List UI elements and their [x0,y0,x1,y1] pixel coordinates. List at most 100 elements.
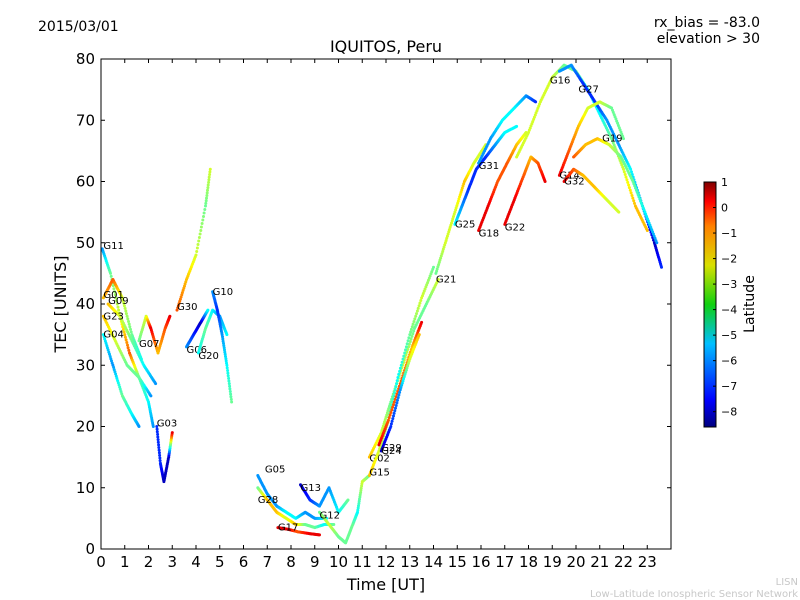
data-point [356,506,360,510]
data-point [403,351,407,355]
satellite-label: G19 [602,134,622,145]
data-point [208,170,212,174]
satellite-label: G12 [320,510,340,521]
satellite-label: G21 [436,275,456,286]
data-point [398,390,402,394]
colorbar-tick-label: −3 [721,278,737,291]
data-point [155,425,159,428]
satellite-label: G04 [103,330,123,341]
data-point [198,232,202,236]
satellite-label: G20 [198,351,218,362]
data-point [622,170,626,174]
series-G10: G10 [211,287,234,404]
data-point [203,208,207,211]
data-point [534,100,538,104]
data-point [228,390,232,393]
data-point [629,191,633,195]
data-point [655,241,659,245]
data-point [202,215,205,218]
data-point [194,253,198,257]
data-point [229,397,233,401]
series-G12: G12 [318,474,371,545]
series-G22: G22 [503,155,547,233]
x-tick-label: 17 [495,553,514,571]
data-point [221,335,224,339]
data-point [628,188,632,192]
satellite-label: G03 [157,418,177,429]
series-G19: G19 [572,134,659,245]
satellite-label: G17 [278,523,298,534]
colorbar-tick-label: 0 [721,202,728,215]
data-point [205,196,208,200]
data-point [206,186,210,190]
satellite-label: G07 [139,339,159,350]
satellite-label: G29 [381,443,401,454]
data-point [222,341,225,345]
series-G27: G27 [557,63,663,269]
data-point [156,438,160,442]
data-point [389,411,393,414]
data-point [357,499,361,503]
data-point [407,345,411,349]
x-tick-label: 9 [310,553,320,571]
satellite-label: G09 [108,296,128,307]
data-point [660,265,663,269]
satellite-label: G10 [213,287,233,298]
data-point [391,405,395,409]
data-point [413,317,417,321]
data-point [229,395,233,399]
series-G31: G31 [477,94,538,172]
data-point [123,335,127,339]
data-point [417,333,421,337]
x-tick-label: 1 [120,553,130,571]
data-point [208,173,212,176]
data-point [137,425,141,428]
x-tick-label: 14 [424,553,443,571]
data-point [123,306,127,310]
data-point [630,194,634,197]
series-G09: G09 [106,296,158,386]
data-point [121,327,125,331]
data-point [223,348,226,352]
date-label: 2015/03/01 [38,19,119,35]
data-point [410,325,414,329]
data-point [404,348,407,352]
data-point [208,167,212,171]
data-point [128,325,132,329]
x-tick-label: 10 [329,553,348,571]
data-point [357,502,361,505]
data-point [399,363,403,367]
satellite-label: G11 [103,241,123,252]
x-tick-label: 23 [638,553,657,571]
data-point [199,225,203,229]
data-point [127,348,131,352]
data-point [155,427,159,431]
data-point [392,414,395,418]
data-point [205,191,209,195]
data-point [436,278,440,281]
colorbar-tick-label: −6 [721,355,737,368]
x-tick-label: 15 [448,553,467,571]
data-point [417,304,421,308]
x-tick-label: 18 [519,553,538,571]
data-point [223,352,227,356]
x-tick-label: 20 [566,553,585,571]
data-point [129,330,133,334]
data-point [117,308,121,312]
data-point [415,309,419,313]
x-tick-label: 16 [471,553,490,571]
data-point [199,229,203,232]
data-point [393,409,397,413]
colorbar-tick-label: −5 [721,329,737,342]
data-point [623,173,627,176]
data-point [390,408,394,412]
series-G05: G05 [256,464,329,520]
rx-bias-label: rx_bias = -83.0 [654,15,760,31]
colorbar-tick-label: 1 [721,176,728,189]
colorbar-tick-label: −2 [721,253,737,266]
data-point [388,413,392,417]
colorbar-tick-label: −8 [721,406,737,419]
satellite-label: G13 [301,483,321,494]
data-point [204,199,208,203]
data-point [412,320,416,323]
